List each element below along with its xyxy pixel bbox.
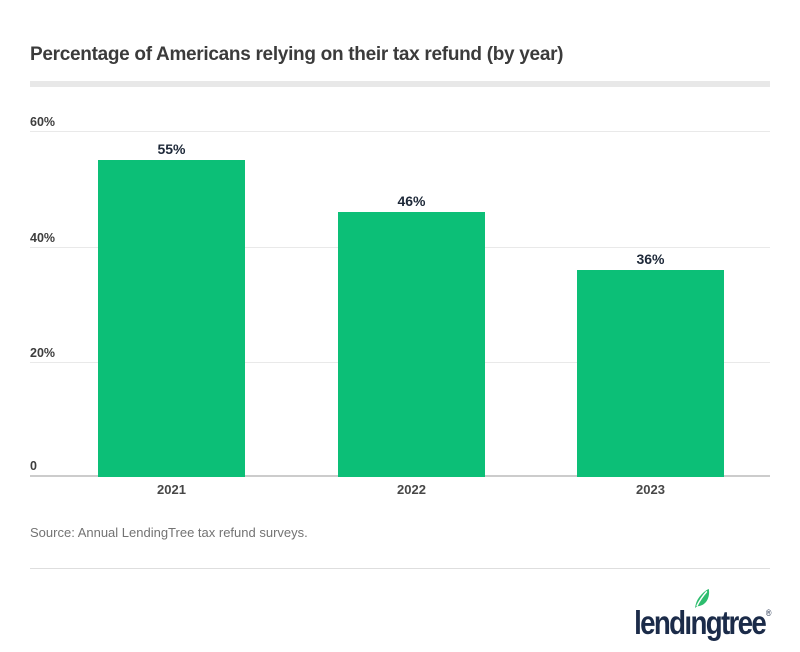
title-separator <box>30 81 770 87</box>
bar-value-label-2023: 36% <box>636 251 665 267</box>
logo-text-left: lend <box>634 604 687 641</box>
y-tick-label-60: 60% <box>30 115 56 129</box>
plot-area: 60% 40% 20% 0 55% 2021 46% 2022 36% 2023 <box>30 100 770 497</box>
source-note: Source: Annual LendingTree tax refund su… <box>30 525 308 540</box>
bar-value-label-2022: 46% <box>397 193 426 209</box>
bar-2022 <box>338 212 485 477</box>
chart-title: Percentage of Americans relying on their… <box>30 44 564 65</box>
lendingtree-logo: lendıngtree® <box>608 588 772 639</box>
footer-separator <box>30 568 770 569</box>
x-tick-label-2021: 2021 <box>157 482 186 497</box>
y-tick-label-40: 40% <box>30 231 56 245</box>
logo-dotless-i: ı <box>684 604 693 641</box>
y-tick-label-20: 20% <box>30 346 56 360</box>
logo-text-right: ngtree <box>690 604 767 641</box>
bar-value-label-2021: 55% <box>157 141 186 157</box>
y-tick-label-0: 0 <box>30 459 37 473</box>
registered-mark: ® <box>766 608 772 618</box>
gridline-60 <box>30 131 770 132</box>
logo-wordmark: lendıngtree® <box>634 598 772 641</box>
bar-2023 <box>577 270 724 477</box>
bar-2021 <box>98 160 245 477</box>
x-tick-label-2022: 2022 <box>397 482 426 497</box>
x-tick-label-2023: 2023 <box>636 482 665 497</box>
logo-wordmark-wrap: lendıngtree® <box>608 588 772 639</box>
leaf-icon <box>695 588 710 609</box>
